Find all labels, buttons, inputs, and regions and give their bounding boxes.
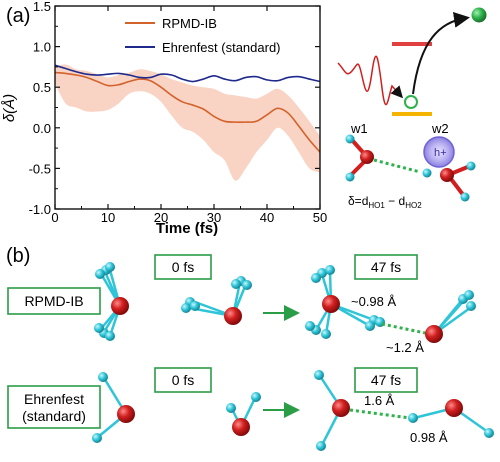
rpmd-distance-hbond: ~1.2 Å (386, 340, 424, 355)
legend-label-rpmd: RPMD-IB (162, 16, 217, 31)
ehrenfest-hbond (349, 408, 411, 420)
photoionization-schematic: w1 h+ w2 δ=dHO1 − dHO2 (337, 7, 487, 210)
panel-a-label: (a) (6, 5, 30, 27)
water-w2: h+ w2 (422, 121, 476, 202)
row-ehrenfest-label-2: (standard) (22, 408, 86, 424)
rpmd-w2-final (425, 290, 476, 343)
delta-definition: δ=dHO1 − dHO2 (348, 194, 422, 210)
row-rpmd-t1: 47 fs (371, 259, 401, 275)
legend: RPMD-IB Ehrenfest (standard) (125, 16, 281, 55)
row-ehrenfest-t0-box (154, 367, 212, 393)
y-tick-label-4: 1.0 (33, 40, 51, 55)
y-axis-label: δ(Å) (1, 94, 18, 122)
w1-label: w1 (350, 121, 368, 136)
rpmd-w1-initial (94, 262, 129, 341)
w2-label: w2 (431, 121, 449, 136)
excitation-arrow (412, 11, 470, 95)
row-rpmd-label-box (7, 287, 101, 315)
series-line-0 (54, 71, 321, 153)
y-tick-label-5: 1.5 (33, 0, 51, 14)
legend-label-ehrenfest: Ehrenfest (standard) (162, 40, 281, 55)
rpmd-distance-oh: ~0.98 Å (351, 294, 397, 309)
panel-b-label: (b) (6, 245, 30, 267)
x-tick-label-4: 40 (260, 210, 274, 225)
row-ehrenfest-label-box (7, 385, 101, 429)
row-rpmd-t0: 0 fs (172, 259, 195, 275)
delta-time-chart: 0 10 20 30 40 50 -1.0 -0.5 0.0 0.5 1.0 1.5 Time (fs… (1, 0, 327, 237)
x-tick-label-1: 10 (101, 210, 115, 225)
rpmd-w2-initial (181, 276, 252, 325)
y-tick-label-2: 0.0 (33, 121, 51, 136)
series-band-0 (55, 64, 320, 181)
ehrenfest-w2-initial (226, 392, 261, 436)
hole-label: h+ (434, 147, 447, 159)
series-line-1 (54, 64, 321, 83)
row-rpmd: RPMD-IB 0 fs 47 fs (7, 254, 476, 355)
ehrenfest-w1-final (314, 370, 350, 451)
hole-glow (423, 136, 455, 168)
axis-ticks-layer: 0 10 20 30 40 50 -1.0 -0.5 0.0 0.5 1.0 1.5 (29, 0, 328, 225)
light-pulse-icon (337, 55, 404, 106)
row-ehrenfest-t0: 0 fs (172, 372, 195, 388)
x-tick-label-2: 20 (154, 210, 168, 225)
row-ehrenfest-t1: 47 fs (371, 372, 401, 388)
y-tick-label-1: -0.5 (29, 161, 51, 176)
electron-hole-circle (404, 95, 418, 109)
row-ehrenfest-label-1: Ehrenfest (24, 391, 84, 407)
ejected-electron (471, 7, 487, 23)
row-ehrenfest: Ehrenfest (standard) 0 fs 47 fs (7, 367, 494, 451)
x-tick-label-3: 30 (207, 210, 221, 225)
ehrenfest-w1-initial (92, 372, 135, 443)
series-lines-layer (54, 64, 321, 153)
rpmd-uncertainty-band-layer (55, 64, 320, 181)
row-rpmd-t0-box (154, 254, 212, 280)
ehrenfest-distance-oh: 0.98 Å (410, 430, 448, 445)
y-tick-label-0: -1.0 (29, 202, 51, 217)
hydrogen-bond (373, 158, 421, 174)
x-tick-label-5: 50 (313, 210, 327, 225)
row-rpmd-label: RPMD-IB (24, 293, 83, 309)
ehrenfest-distance-hbond: 1.6 Å (364, 393, 395, 408)
ehrenfest-w2-final (408, 399, 494, 438)
rpmd-hbond (381, 322, 431, 336)
row-rpmd-t1-box (354, 254, 418, 280)
rpmd-w1-final (305, 265, 385, 339)
water-w1: w1 (345, 121, 374, 182)
panel-a: (a) 0 10 20 30 40 50 -1.0 -0.5 0.0 0.5 1.0 1.5 Time… (1, 0, 487, 237)
x-axis-label: Time (fs) (156, 220, 218, 237)
y-tick-label-3: 0.5 (33, 80, 51, 95)
panel-b: (b) RPMD-IB 0 fs 47 fs (6, 245, 494, 451)
row-ehrenfest-t1-box (354, 367, 418, 393)
x-tick-label-0: 0 (51, 210, 58, 225)
